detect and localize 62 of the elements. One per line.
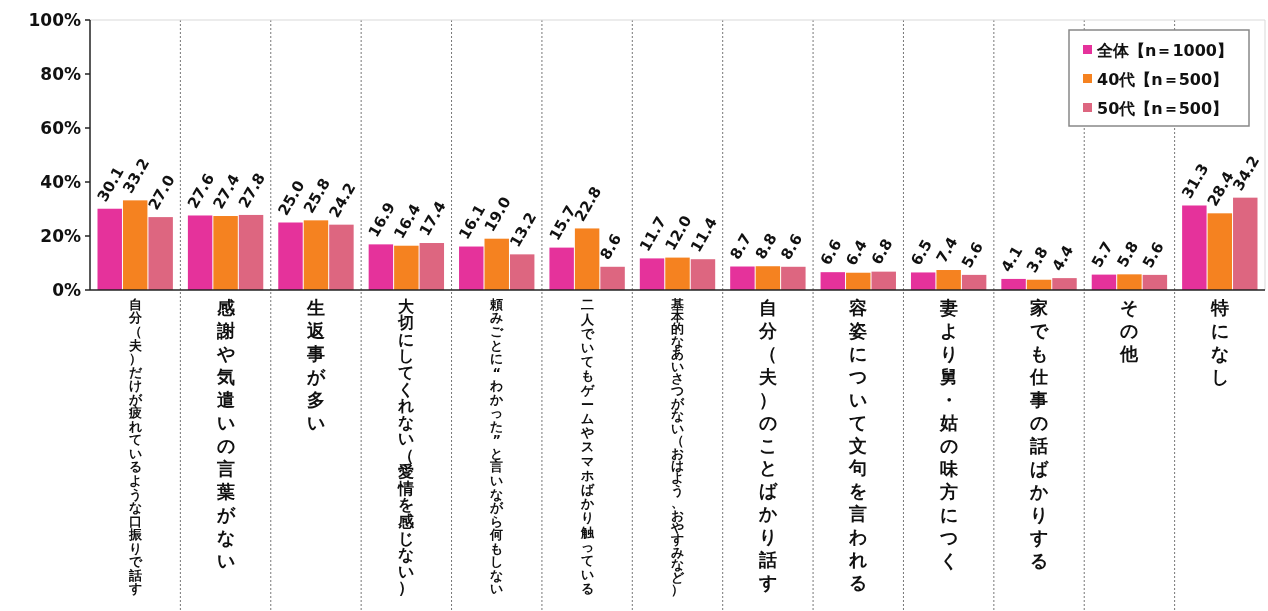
bar [690,259,716,290]
bar [755,266,781,290]
bar [509,254,535,290]
bar [148,217,173,290]
bar [1142,274,1168,290]
x-tick-label: 家でも仕事の話ばかりする [1030,297,1049,571]
bar [238,214,264,290]
x-tick-label: 自分（夫）のことばかり話す [758,297,777,594]
x-tick-label: 二人でいてもゲームやスマホばかり触っている [580,296,594,597]
y-tick-label: 20% [40,226,81,246]
bar [549,247,574,290]
x-tick-label: 特になし [1210,297,1229,387]
data-label: 8.6 [596,230,626,263]
y-tick-label: 40% [40,172,81,192]
bar [459,246,484,290]
bar [1117,274,1142,290]
bar [187,215,213,290]
bar [329,224,354,290]
legend-label: 全体【n＝1000】 [1096,41,1233,60]
bar [394,245,419,290]
y-tick-label: 0% [52,280,81,300]
bar [871,271,896,290]
bar [600,266,625,290]
bar [1233,197,1258,290]
bar [846,272,871,290]
legend-label: 50代【n＝500】 [1097,99,1229,118]
x-tick-label: その他 [1120,297,1139,364]
bar [368,244,394,290]
x-tick-label: 妻より舅・姑の味方につく [939,297,958,571]
bar [122,200,148,290]
bar [419,243,445,290]
bar [936,270,961,290]
bar [97,208,122,290]
bar [781,266,806,290]
bar [961,274,987,290]
bar [820,272,846,290]
bar [278,222,303,290]
bar [213,216,238,290]
y-tick-label: 60% [40,118,81,138]
bar [730,266,755,290]
bar [665,257,690,290]
data-label: 8.6 [777,230,807,263]
bar [639,258,665,290]
bar [1052,278,1077,290]
data-label: 4.1 [997,242,1027,275]
bar [1182,205,1207,290]
x-tick-label: 基本的なあいさつがない（おはよう、おやすみなど） [671,296,684,598]
bar [484,238,509,290]
x-tick-label: 自分（夫）だけが疲れているような口振りで話す [128,296,142,597]
bar [1001,278,1026,290]
x-tick-label: 頼みごとに“わかった”と言いながら何もしない [490,296,504,597]
bar [303,220,329,290]
y-tick-label: 80% [40,64,81,84]
data-label: 4.4 [1048,242,1078,275]
bar [910,272,936,290]
legend-label: 40代【n＝500】 [1097,70,1229,89]
y-tick-label: 100% [28,10,81,30]
x-tick-label: 感謝や気遣いの言葉がない [216,297,235,571]
x-tick-label: 大切にしてくれない（愛情を感じない） [398,296,415,598]
x-tick-label: 容姿について文句を言われる [849,297,868,594]
bar [1207,213,1233,290]
x-tick-label: 生返事が多い [306,297,325,433]
